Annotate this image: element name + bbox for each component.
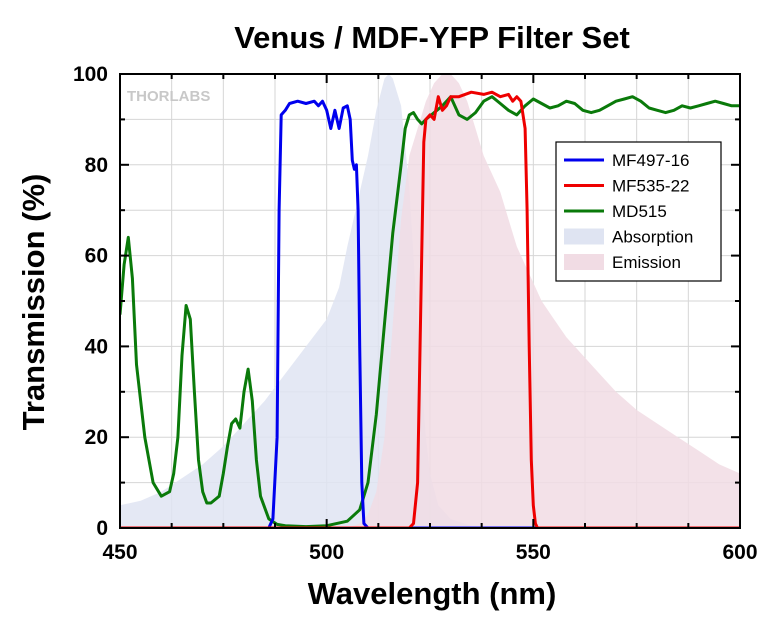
legend-swatch-absorption (564, 228, 604, 245)
legend-label-emission: Emission (612, 253, 681, 272)
x-tick-label: 600 (722, 541, 757, 564)
legend: MF497-16 MF535-22 MD515 Absorption Emission (555, 141, 722, 282)
x-tick-label: 550 (516, 541, 551, 564)
legend-label-md515: MD515 (612, 202, 667, 221)
x-tick-label: 500 (309, 541, 344, 564)
chart-title: Venus / MDF-YFP Filter Set (234, 20, 630, 55)
series-md515-line (120, 95, 740, 528)
legend-label-mf535-22: MF535-22 (612, 177, 689, 196)
legend-label-mf497-16: MF497-16 (612, 151, 689, 170)
plot-area: THORLABS 450 500 550 600 0 20 40 60 80 100 (73, 63, 758, 564)
series-mf535-22-line (120, 90, 740, 528)
x-axis-label: Wavelength (nm) (308, 576, 557, 611)
y-tick-label: 80 (85, 154, 108, 177)
thorlabs-watermark: THORLABS (127, 88, 210, 105)
y-tick-label: 100 (73, 63, 108, 86)
legend-swatch-emission (564, 254, 604, 270)
series-mf497-16-line (120, 99, 740, 528)
y-tick-label: 0 (96, 517, 108, 540)
x-tick-label: 450 (102, 541, 137, 564)
series-emission-area (347, 74, 740, 528)
y-axis-label: Transmission (%) (16, 174, 51, 431)
y-tick-label: 20 (85, 426, 108, 449)
y-tick-label: 40 (85, 335, 108, 358)
y-tick-label: 60 (85, 245, 108, 268)
legend-label-absorption: Absorption (612, 228, 693, 247)
